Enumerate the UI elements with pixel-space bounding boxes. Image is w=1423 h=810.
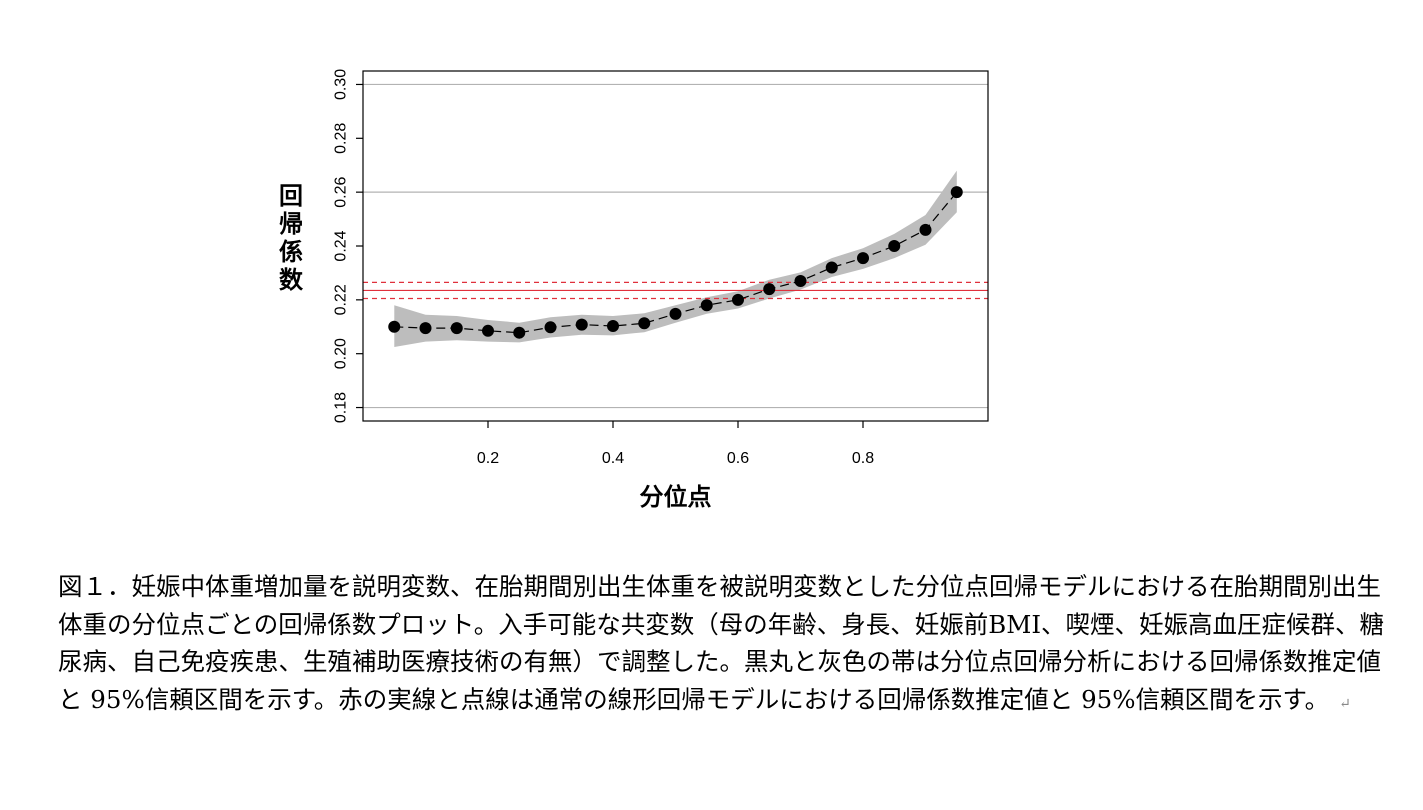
- x-axis: 0.2 0.4 0.6 0.8: [477, 421, 874, 467]
- y-tick-label: 0.30: [333, 69, 350, 100]
- data-point: [794, 275, 807, 287]
- y-axis-title: 回帰係数: [279, 182, 304, 294]
- y-tick-label: 0.22: [333, 284, 350, 315]
- data-point: [732, 293, 744, 306]
- y-axis-title-char: 係: [279, 238, 303, 266]
- data-point: [482, 324, 494, 337]
- reference-lines: [363, 281, 988, 300]
- coefficient-series: [388, 186, 963, 339]
- grid-lines: [363, 83, 988, 409]
- y-axis-title-char: 回: [279, 182, 303, 210]
- y-tick-label: 0.18: [333, 392, 350, 423]
- figure-caption: 図１．妊娠中体重増加量を説明変数、在胎期間別出生体重を被説明変数とした分位点回帰…: [58, 568, 1398, 723]
- data-point: [700, 299, 713, 312]
- data-point: [638, 317, 651, 330]
- data-point: [419, 322, 432, 335]
- quantile-regression-chart: 0.2 0.4 0.6 0.8 0.18 0.20 0.22 0.24 0.26 0.28 0.3…: [279, 69, 989, 511]
- data-point: [857, 252, 869, 265]
- data-point: [544, 321, 557, 334]
- data-point: [825, 261, 838, 274]
- x-tick-label: 0.6: [727, 450, 749, 467]
- x-tick-label: 0.4: [602, 450, 624, 467]
- y-axis-title-char: 帰: [279, 210, 303, 238]
- x-tick-label: 0.2: [477, 450, 499, 467]
- y-axis-title-char: 数: [279, 266, 304, 294]
- y-tick-label: 0.20: [333, 338, 350, 369]
- y-tick-label: 0.26: [333, 176, 350, 207]
- paragraph-mark: ↵: [1339, 695, 1351, 712]
- data-point: [763, 283, 776, 296]
- data-point: [919, 223, 932, 236]
- y-tick-label: 0.24: [333, 230, 350, 261]
- data-point: [450, 322, 463, 335]
- data-point: [575, 318, 588, 331]
- x-axis-title: 分位点: [640, 483, 712, 511]
- x-tick-label: 0.8: [852, 450, 874, 467]
- confidence-band: [394, 170, 957, 347]
- y-tick-label: 0.28: [333, 123, 350, 154]
- data-point: [513, 326, 526, 339]
- ci-band: [394, 170, 957, 347]
- data-point: [669, 307, 682, 320]
- y-axis: 0.18 0.20 0.22 0.24 0.26 0.28 0.30: [333, 69, 363, 423]
- data-point: [950, 186, 963, 199]
- caption-text: 図１．妊娠中体重増加量を説明変数、在胎期間別出生体重を被説明変数とした分位点回帰…: [58, 572, 1385, 714]
- data-point: [888, 240, 901, 252]
- data-point: [388, 320, 401, 333]
- data-point: [607, 319, 619, 332]
